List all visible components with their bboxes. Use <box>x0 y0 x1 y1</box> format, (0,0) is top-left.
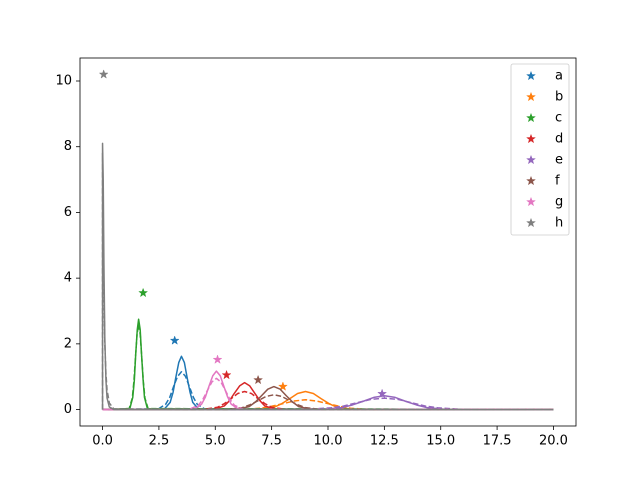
legend-marker <box>525 70 537 81</box>
x-tick-label: 12.5 <box>370 434 399 449</box>
marker <box>277 381 288 391</box>
y-tick-label: 2 <box>64 336 72 351</box>
x-tick-label: 15.0 <box>426 434 455 449</box>
y-tick-label: 8 <box>64 139 72 154</box>
legend-label: h <box>555 216 563 231</box>
marker <box>138 287 149 298</box>
dashed-line <box>102 390 554 411</box>
y-tick-label: 4 <box>64 271 72 286</box>
axes-frame <box>79 57 577 427</box>
x-tick-label: 0.0 <box>92 434 113 449</box>
legend-label: d <box>555 132 563 147</box>
legend-label: c <box>555 111 562 126</box>
marker <box>212 354 223 364</box>
legend-marker <box>525 91 537 102</box>
legend-marker <box>525 196 537 207</box>
solid-line <box>102 381 554 411</box>
marker <box>98 69 109 79</box>
marker <box>253 374 264 385</box>
x-tick-label: 7.5 <box>261 434 282 449</box>
dashed-line <box>101 152 554 411</box>
dashed-line <box>102 398 554 411</box>
legend-marker <box>525 154 537 165</box>
dashed-line <box>102 377 554 411</box>
marker <box>169 335 180 345</box>
x-tick-label: 20.0 <box>539 434 568 449</box>
legend-label: a <box>555 69 563 84</box>
y-tick-label: 0 <box>64 402 72 417</box>
legend-marker <box>525 175 537 186</box>
y-tick-label: 6 <box>64 205 72 220</box>
legend-marker <box>525 133 537 144</box>
solid-line <box>102 355 554 411</box>
dashed-line <box>102 397 554 411</box>
legend-label: f <box>555 174 560 189</box>
dashed-line <box>102 394 554 411</box>
solid-line <box>102 370 554 411</box>
x-tick-label: 10.0 <box>314 434 343 449</box>
legend-label: e <box>555 153 563 168</box>
y-tick-label: 10 <box>55 74 72 89</box>
plot-area <box>98 69 554 411</box>
x-tick-label: 2.5 <box>149 434 170 449</box>
legend-label: g <box>555 195 563 210</box>
marker <box>221 369 232 380</box>
legend-box <box>510 63 570 236</box>
legend-marker <box>525 112 537 123</box>
legend-marker <box>525 217 537 228</box>
x-tick-label: 5.0 <box>205 434 226 449</box>
x-tick-label: 17.5 <box>483 434 512 449</box>
legend-label: b <box>555 90 563 105</box>
solid-line <box>102 385 554 411</box>
dashed-line <box>102 371 554 411</box>
dashed-line <box>102 323 554 411</box>
solid-line <box>102 395 554 411</box>
